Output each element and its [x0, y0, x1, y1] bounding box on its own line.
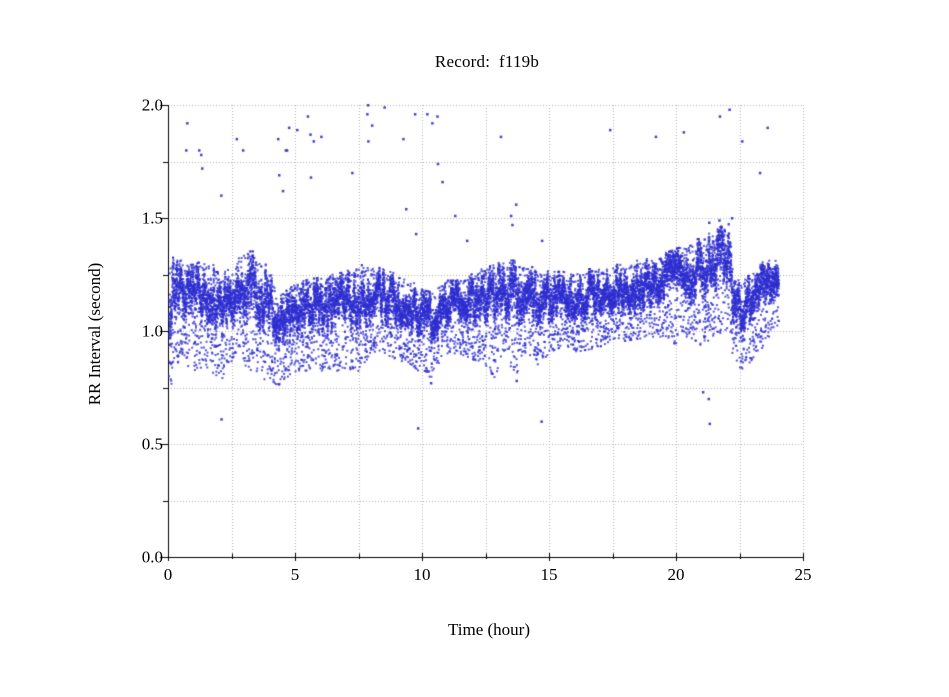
- y-tick-label: 0.0: [141, 547, 163, 567]
- x-tick-label: 0: [163, 565, 173, 584]
- y-axis-label: RR Interval (second): [85, 262, 104, 406]
- x-tick-label: 5: [290, 565, 300, 584]
- x-tick-label: 15: [540, 565, 558, 584]
- x-tick-label: 20: [667, 565, 685, 584]
- y-tick-label: 1.5: [141, 208, 163, 228]
- x-tick-label: 25: [794, 565, 812, 584]
- x-tick-label: 10: [413, 565, 431, 584]
- chart-title: Record: f119b: [434, 52, 540, 71]
- y-tick-label: 0.5: [141, 434, 163, 454]
- y-tick-label: 1.0: [141, 321, 163, 341]
- y-tick-label: 2.0: [141, 95, 163, 115]
- x-axis-label: Time (hour): [447, 620, 531, 639]
